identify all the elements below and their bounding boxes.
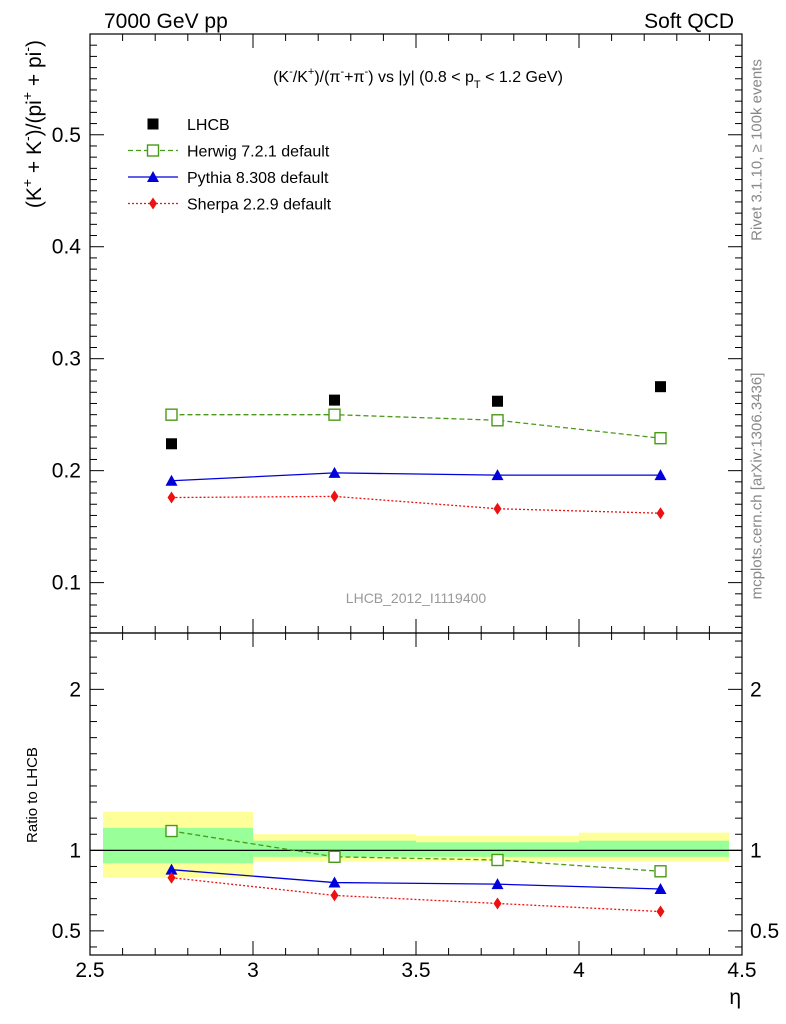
legend-marker xyxy=(147,171,159,182)
x-tick-label: 2.5 xyxy=(75,959,104,982)
legend-item: Pythia 8.308 default xyxy=(128,170,329,187)
herwig-ratio-point xyxy=(328,850,341,863)
chart-title: (K-/K+)/(π-+π-) vs |y| (0.8 < pT < 1.2 G… xyxy=(273,66,563,91)
x-tick-label: 4.5 xyxy=(727,959,756,982)
y-tick-label: 0.4 xyxy=(52,236,82,259)
axis-ticks: 2.5 3 3.5 4 4.5 0.1 0.2 0.3 0.4 0.5 0.5 0.5 1 1 2 2 xyxy=(52,34,779,982)
legend-item: LHCB xyxy=(147,117,230,134)
sherpa-ratio-point xyxy=(493,897,502,910)
herwig-point xyxy=(491,414,504,427)
category-label: Soft QCD xyxy=(644,10,734,33)
y-tick-label: 0.1 xyxy=(52,572,81,595)
ratio-tick-label-right: 0.5 xyxy=(750,920,779,943)
lhcb-point xyxy=(329,394,340,406)
pythia-ratio-point xyxy=(328,876,341,888)
pythia-point xyxy=(654,469,667,481)
x-tick-label: 4 xyxy=(573,959,585,982)
legend-marker xyxy=(149,197,157,210)
sherpa-ratio-point xyxy=(330,889,339,902)
ratio-tick-label: 2 xyxy=(69,678,81,701)
herwig-point xyxy=(165,408,178,421)
legend-marker xyxy=(147,118,159,130)
pythia-ratio-point xyxy=(491,878,504,890)
lhcb-point xyxy=(655,381,666,393)
band-inner xyxy=(253,840,416,857)
herwig-ratio-point xyxy=(165,824,178,838)
band-inner xyxy=(416,842,579,857)
sherpa-line xyxy=(171,495,661,514)
y-tick-label: 0.5 xyxy=(52,124,81,147)
pythia-point xyxy=(491,469,504,481)
y-tick-label: 0.2 xyxy=(52,460,81,483)
legend: LHCB Herwig 7.2.1 default Pythia 8.308 def… xyxy=(128,117,332,214)
ratio-tick-label: 0.5 xyxy=(52,920,81,943)
sherpa-ratio-point xyxy=(656,905,665,918)
herwig-ratio-point xyxy=(491,853,504,867)
legend-item: Herwig 7.2.1 default xyxy=(128,144,330,161)
ratio-axis-label: Ratio to LHCB xyxy=(24,747,41,843)
legend-label: LHCB xyxy=(187,117,230,134)
sherpa-ratio-line xyxy=(171,877,661,913)
ratio-uncertainty-bands xyxy=(103,811,729,878)
lhcb-point xyxy=(492,395,503,407)
x-axis-label: η xyxy=(729,986,741,1009)
sherpa-point xyxy=(493,502,502,515)
herwig-ratio-line xyxy=(171,830,661,872)
sherpa-point xyxy=(167,491,176,504)
ratio-tick-label-right: 2 xyxy=(750,678,762,701)
pythia-ratio-point xyxy=(165,863,178,875)
ratio-tick-label-right: 1 xyxy=(750,839,762,862)
pythia-point xyxy=(165,474,178,486)
legend-marker xyxy=(146,144,160,157)
band-inner xyxy=(103,827,253,864)
collision-label: 7000 GeV pp xyxy=(104,10,228,33)
sherpa-point xyxy=(656,507,665,520)
legend-label: Herwig 7.2.1 default xyxy=(187,144,330,161)
pythia-ratio-line xyxy=(171,869,661,890)
legend-label: Sherpa 2.2.9 default xyxy=(187,197,332,214)
series-layer xyxy=(165,381,667,918)
herwig-point xyxy=(328,408,341,421)
y-axis-label: (K+ + K-)/(pi+ + pi-) xyxy=(19,40,46,208)
pythia-line xyxy=(171,472,661,482)
legend-item: Sherpa 2.2.9 default xyxy=(128,197,332,214)
x-tick-label: 3 xyxy=(247,959,259,982)
legend-label: Pythia 8.308 default xyxy=(187,170,329,187)
pythia-point xyxy=(328,466,341,478)
analysis-watermark: LHCB_2012_I1119400 xyxy=(346,590,487,606)
pythia-ratio-point xyxy=(654,882,667,894)
band-inner xyxy=(579,840,729,857)
sherpa-point xyxy=(330,490,339,503)
sherpa-ratio-point xyxy=(167,871,176,884)
herwig-line xyxy=(171,414,661,439)
herwig-ratio-point xyxy=(654,865,667,878)
y-tick-label: 0.3 xyxy=(52,348,81,371)
herwig-point xyxy=(654,431,667,445)
x-tick-label: 3.5 xyxy=(401,959,430,982)
lhcb-point xyxy=(166,438,177,450)
ratio-tick-label: 1 xyxy=(69,839,81,862)
ratio-panel-frame xyxy=(89,632,743,956)
